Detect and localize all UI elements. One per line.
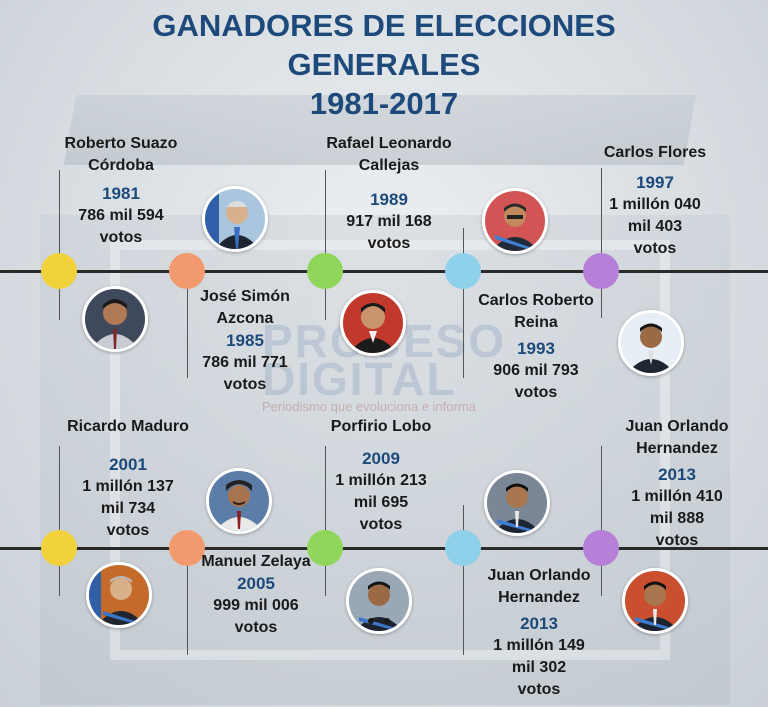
title-line2: GENERALES bbox=[287, 47, 481, 82]
winner-votes-line2: mil 302 bbox=[511, 659, 567, 676]
timeline-dot bbox=[583, 253, 619, 289]
connector-line bbox=[187, 547, 188, 655]
winner-2009: Porfirio Lobo 2009 1 millón 213 mil 695 … bbox=[316, 416, 446, 536]
timeline-dot bbox=[41, 253, 77, 289]
portrait-photo-suazo bbox=[202, 186, 268, 252]
winner-name: Manuel Zelaya bbox=[201, 553, 311, 570]
winner-name: Ricardo Maduro bbox=[67, 418, 189, 435]
timeline-top bbox=[0, 270, 768, 273]
winner-name: Juan Orlando Hernandez bbox=[625, 418, 729, 457]
portrait-photo-maduro bbox=[86, 562, 152, 628]
winner-name: Juan Orlando Hernandez bbox=[487, 567, 591, 606]
winner-name: Carlos Roberto Reina bbox=[478, 292, 594, 331]
title-line1: GANADORES DE ELECCIONES bbox=[152, 8, 616, 43]
winner-votes: 917 mil 168 bbox=[346, 213, 432, 230]
winner-votes: 786 mil 594 bbox=[78, 207, 164, 224]
portrait-photo-reina bbox=[482, 188, 548, 254]
winner-1985: José Simón Azcona 1985 786 mil 771 votos bbox=[180, 286, 310, 396]
winner-votes: 786 mil 771 bbox=[202, 354, 288, 371]
winner-votes: 1 millón 040 bbox=[609, 196, 701, 213]
winner-votes: 1 millón 213 bbox=[335, 472, 427, 489]
connector-line bbox=[601, 168, 602, 318]
winner-votes-unit: votos bbox=[633, 240, 677, 257]
winner-votes-unit: votos bbox=[655, 532, 699, 549]
watermark-line2: DIGITAL bbox=[262, 353, 457, 405]
winner-name: Porfirio Lobo bbox=[330, 418, 432, 435]
timeline-dot bbox=[445, 253, 481, 289]
timeline-bottom bbox=[0, 547, 768, 550]
winner-votes: 906 mil 793 bbox=[493, 362, 579, 379]
winner-2001: Ricardo Maduro 2001 1 millón 137 mil 734… bbox=[40, 416, 216, 542]
winner-votes-unit: votos bbox=[359, 516, 403, 533]
winner-1981: Roberto Suazo Córdoba 1981 786 mil 594 v… bbox=[30, 133, 212, 249]
timeline-dot bbox=[169, 530, 205, 566]
winner-name: Rafael Leonardo Callejas bbox=[326, 135, 452, 174]
portrait-photo-hernandez-first bbox=[484, 470, 550, 536]
winner-year: 2001 bbox=[109, 455, 147, 474]
winner-name: Carlos Flores bbox=[603, 144, 707, 161]
portrait-photo-flores bbox=[618, 310, 684, 376]
winner-votes: 1 millón 149 bbox=[493, 637, 585, 654]
winner-votes-unit: votos bbox=[367, 235, 411, 252]
page-title: GANADORES DE ELECCIONES GENERALES 1981-2… bbox=[0, 6, 768, 123]
winner-votes-unit: votos bbox=[223, 376, 267, 393]
winner-year: 1993 bbox=[517, 339, 555, 358]
title-line3: 1981-2017 bbox=[309, 86, 459, 121]
connector-line bbox=[325, 446, 326, 596]
winner-year: 2013 bbox=[520, 614, 558, 633]
watermark-tagline: Periodismo que evoluciona e informa bbox=[262, 399, 476, 414]
winner-year: 2013 bbox=[658, 465, 696, 484]
portrait-photo-zelaya bbox=[206, 468, 272, 534]
winner-year: 2005 bbox=[237, 574, 275, 593]
winner-votes-line2: mil 695 bbox=[353, 494, 409, 511]
connector-line bbox=[59, 170, 60, 320]
winner-1989: Rafael Leonardo Callejas 1989 917 mil 16… bbox=[300, 133, 478, 255]
winner-2013-first: Juan Orlando Hernandez 2013 1 millón 149… bbox=[464, 565, 614, 701]
winner-votes: 1 millón 410 bbox=[631, 488, 723, 505]
winner-votes-unit: votos bbox=[99, 229, 143, 246]
winner-votes-unit: votos bbox=[234, 619, 278, 636]
timeline-dot bbox=[445, 530, 481, 566]
portrait-photo-callejas bbox=[340, 290, 406, 356]
winner-name: José Simón Azcona bbox=[200, 288, 290, 327]
winner-votes-unit: votos bbox=[514, 384, 558, 401]
winner-votes-unit: votos bbox=[106, 522, 150, 539]
winner-year: 1985 bbox=[226, 331, 264, 350]
winner-1993: Carlos Roberto Reina 1993 906 mil 793 vo… bbox=[458, 290, 614, 404]
winner-year: 2009 bbox=[362, 449, 400, 468]
connector-line bbox=[59, 446, 60, 596]
portrait-photo-hernandez-second bbox=[622, 568, 688, 634]
winner-votes: 1 millón 137 bbox=[82, 478, 174, 495]
timeline-dot bbox=[169, 253, 205, 289]
portrait-photo-lobo bbox=[346, 568, 412, 634]
timeline-dot bbox=[41, 530, 77, 566]
winner-2013-second: Juan Orlando Hernandez 2013 1 millón 410… bbox=[596, 416, 758, 552]
connector-line bbox=[601, 446, 602, 596]
ballot-box-panel-decoration bbox=[110, 240, 670, 660]
winner-votes-line2: mil 403 bbox=[627, 218, 683, 235]
winner-1997: Carlos Flores 1997 1 millón 040 mil 403 … bbox=[584, 142, 726, 260]
winner-year: 1989 bbox=[370, 190, 408, 209]
winner-2005: Manuel Zelaya 2005 999 mil 006 votos bbox=[196, 551, 316, 639]
connector-line bbox=[463, 505, 464, 655]
timeline-dot bbox=[307, 253, 343, 289]
portrait-photo-azcona bbox=[82, 286, 148, 352]
connector-line bbox=[463, 228, 464, 378]
winner-votes-line2: mil 888 bbox=[649, 510, 705, 527]
winner-year: 1997 bbox=[636, 173, 674, 192]
winner-name: Roberto Suazo Córdoba bbox=[64, 135, 178, 174]
winner-votes-line2: mil 734 bbox=[100, 500, 156, 517]
connector-line bbox=[325, 170, 326, 320]
winner-votes: 999 mil 006 bbox=[213, 597, 299, 614]
winner-votes-unit: votos bbox=[517, 681, 561, 698]
timeline-dot bbox=[307, 530, 343, 566]
winner-year: 1981 bbox=[102, 184, 140, 203]
timeline-dot bbox=[583, 530, 619, 566]
connector-line bbox=[187, 270, 188, 378]
